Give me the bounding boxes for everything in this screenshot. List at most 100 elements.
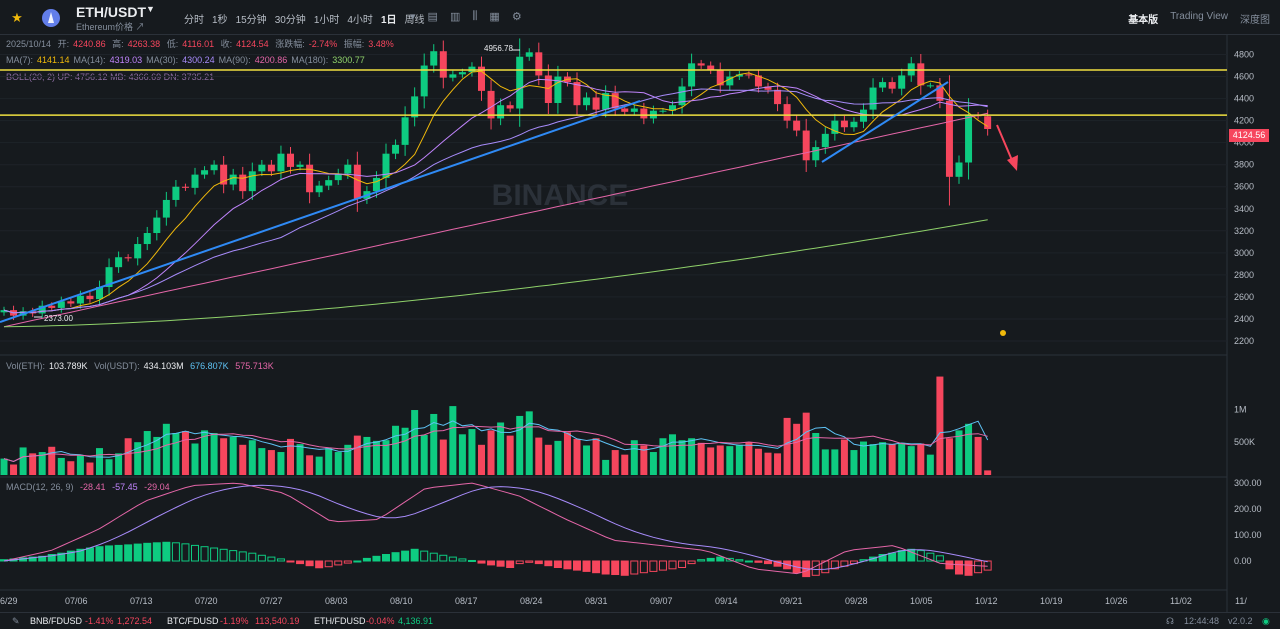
view-tab[interactable]: 基本版 <box>1128 15 1159 26</box>
volume-bar <box>229 436 237 475</box>
interval-tab[interactable]: 1日 <box>380 15 397 26</box>
macd-histogram-bar <box>219 548 228 562</box>
pair-dropdown-icon[interactable]: ▼ <box>146 4 155 14</box>
macd-histogram-bar <box>744 560 753 563</box>
candle-body <box>716 69 724 86</box>
vol-eth-label: Vol(ETH): <box>6 361 46 371</box>
ticker-sym-1[interactable]: BTC/FDUSD <box>167 616 219 626</box>
ticker-sym-0[interactable]: BNB/FDUSD <box>30 616 83 626</box>
low-annotation: 2373.00 <box>44 314 73 323</box>
layout-icon[interactable]: ▦ <box>489 11 500 23</box>
y-tick-label: 2400 <box>1234 314 1254 324</box>
volume-bar <box>554 440 562 475</box>
candle-body <box>669 105 676 111</box>
volume-bar <box>850 450 858 475</box>
ticker-price-0: 1,272.54 <box>117 616 153 626</box>
ma-label: MA(180): <box>291 55 329 65</box>
interval-tab[interactable]: 30分钟 <box>274 15 306 26</box>
macd-dif-line <box>3 482 988 575</box>
compare-icon[interactable]: ⫼ <box>472 10 478 22</box>
edit-icon[interactable]: ✎ <box>12 616 20 626</box>
down-arrow-head <box>1007 155 1018 171</box>
macd-histogram-bar <box>95 546 104 562</box>
macd-histogram-bar <box>343 560 352 564</box>
candle-body <box>277 153 285 172</box>
candle-body <box>296 164 304 167</box>
candle-body <box>898 75 906 89</box>
macd-histogram-bar <box>238 551 247 562</box>
chevron-down-icon[interactable]: ▾ <box>410 11 416 23</box>
volume-bar <box>735 444 743 475</box>
support-headset-icon[interactable]: ☊ <box>1166 616 1174 626</box>
macd-histogram-bar <box>563 560 572 570</box>
macd-histogram-bar <box>286 560 295 563</box>
volume-bar <box>220 438 228 475</box>
candle-type-icon[interactable]: ▥ <box>449 11 461 23</box>
view-tab[interactable]: 深度图 <box>1240 15 1270 26</box>
ma-label: MA(90): <box>218 55 251 65</box>
volume-bar <box>48 446 56 475</box>
ohlc-legend: 2025/10/14 开: 4240.86 高: 4263.38 低: 4116.01… <box>6 37 398 50</box>
volume-bar <box>812 433 820 475</box>
candle-body <box>353 164 361 199</box>
macd-histogram-bar <box>983 560 992 571</box>
macd-histogram-bar <box>391 552 400 562</box>
ticker-sym-2[interactable]: ETH/FDUSD <box>314 616 366 626</box>
candle-body <box>774 89 782 105</box>
interval-tab[interactable]: 4小时 <box>347 15 373 26</box>
price-chart[interactable]: 2200 2400 2600 2800 3000 3200 3400 3600 3800 4000… <box>0 0 1280 612</box>
candle-body <box>688 63 696 87</box>
ticker-chg-1: -1.19% <box>220 616 249 626</box>
volume-bar <box>115 453 123 475</box>
candle-body <box>525 52 533 57</box>
macd-histogram-bar <box>124 544 133 562</box>
interval-tab[interactable]: 1小时 <box>313 15 340 26</box>
ethereum-coin-icon <box>42 9 60 27</box>
candle-body <box>76 295 84 304</box>
clock: 12:44:48 <box>1184 616 1220 626</box>
ma-value: 3300.77 <box>332 55 365 65</box>
interval-tab[interactable]: 1秒 <box>212 15 228 26</box>
volume-bar <box>840 439 848 475</box>
settings-gear-icon[interactable]: ⚙ <box>511 11 522 23</box>
low-label: 低: <box>166 39 179 49</box>
macd-histogram-bar <box>630 560 639 575</box>
x-tick-label: 10/26 <box>1105 596 1128 606</box>
pair-title[interactable]: ETH/USDT <box>76 4 146 20</box>
macd-histogram-bar <box>506 560 515 568</box>
ohlc-date: 2025/10/14 <box>6 39 52 49</box>
volume-bar <box>754 448 762 475</box>
interval-tab[interactable]: 分时 <box>184 15 204 26</box>
macd-histogram-bar <box>47 554 56 562</box>
interval-tab[interactable]: 15分钟 <box>235 15 267 26</box>
macd-histogram-bar <box>429 552 438 562</box>
pair-subtitle[interactable]: Ethereum价格 ↗ <box>76 22 145 32</box>
volume-bar <box>573 438 581 475</box>
interval-tab[interactable]: 周线 <box>404 15 425 26</box>
ma90-line <box>3 112 988 328</box>
volume-bar <box>76 455 84 475</box>
top-bar: ★ ETH/USDT ▼ Ethereum价格 ↗ 分时 1秒 15分钟 30分钟 1小… <box>0 0 1280 35</box>
macd-histogram-bar <box>324 560 333 568</box>
volume-bar <box>879 442 887 475</box>
macd-histogram-bar <box>945 560 954 570</box>
indicators-icon[interactable]: ▤ <box>427 11 438 23</box>
candle-body <box>401 117 409 145</box>
trend-line <box>0 100 641 323</box>
x-tick-label: 08/31 <box>585 596 608 606</box>
macd-dif: -28.41 <box>80 482 106 492</box>
view-tab[interactable]: Trading View <box>1170 11 1228 22</box>
candle-body <box>583 97 591 106</box>
volume-bar <box>29 453 37 475</box>
macd-histogram-bar <box>229 550 238 562</box>
candle-body <box>411 96 419 118</box>
volume-bar <box>105 459 113 475</box>
candle-body <box>115 257 123 268</box>
favorite-star-icon[interactable]: ★ <box>11 10 23 25</box>
macd-histogram-bar <box>439 554 448 562</box>
macd-histogram-bar <box>257 554 266 562</box>
macd-histogram-bar <box>267 556 276 562</box>
macd-histogram-bar <box>764 560 772 565</box>
x-tick-label: 10/12 <box>975 596 998 606</box>
macd-histogram-bar <box>668 560 677 570</box>
